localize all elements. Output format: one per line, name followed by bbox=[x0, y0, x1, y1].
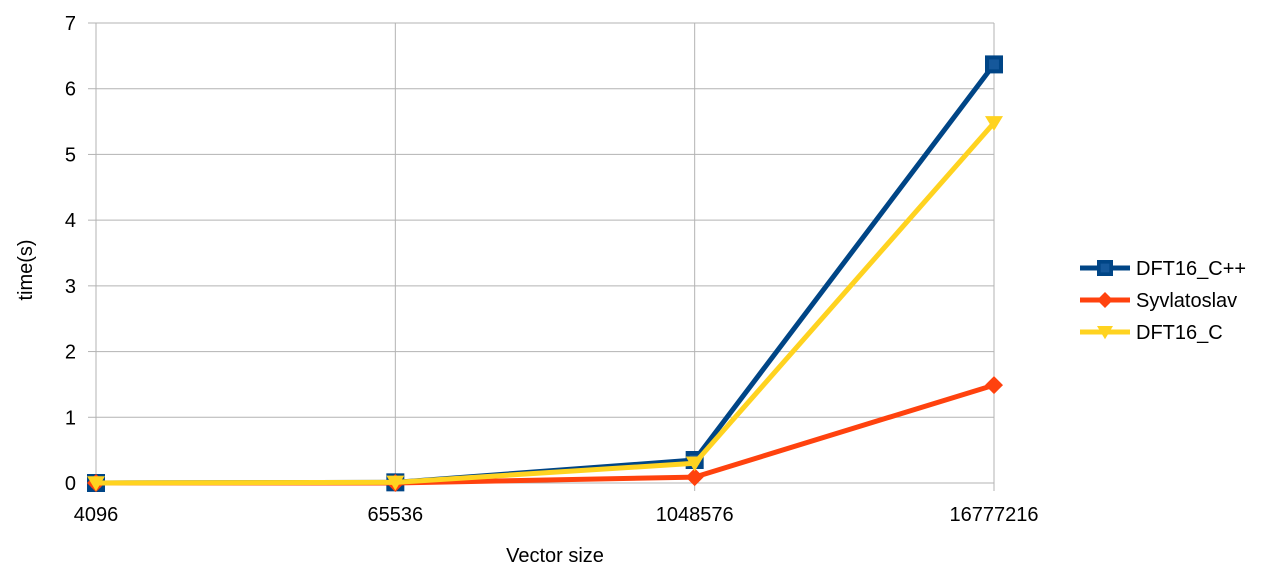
series-2 bbox=[87, 116, 1003, 492]
series-line-1 bbox=[96, 382, 995, 486]
legend-swatch-marker-2 bbox=[1097, 326, 1113, 340]
data-point-2-3 bbox=[985, 116, 1003, 131]
gridlines bbox=[95, 22, 995, 491]
series bbox=[87, 55, 1003, 492]
legend-label-0: DFT16_C++ bbox=[1136, 258, 1246, 280]
legend-entry-2: DFT16_C bbox=[1080, 322, 1223, 344]
data-point-2-0 bbox=[87, 476, 105, 492]
y-tick-label-0: 0 bbox=[65, 473, 76, 495]
legend-label-2: DFT16_C bbox=[1136, 322, 1223, 344]
tick-labels: 0 1 2 3 4 5 6 7 4096 65536 1048576 16777216 bbox=[65, 13, 1039, 526]
y-tick-label-5: 5 bbox=[65, 144, 76, 166]
y-tick-label-1: 1 bbox=[65, 407, 76, 429]
legend-entry-0: DFT16_C++ bbox=[1080, 258, 1246, 280]
legend-entry-1: Syvlatoslav bbox=[1080, 290, 1237, 312]
data-point-2-2 bbox=[685, 456, 704, 472]
data-point-1-2 bbox=[685, 468, 704, 487]
x-tick-label-2: 1048576 bbox=[656, 504, 734, 526]
x-tick-label-0: 4096 bbox=[74, 504, 119, 526]
legend-label-1: Syvlatoslav bbox=[1136, 290, 1237, 312]
x-tick-label-3: 16777216 bbox=[950, 504, 1039, 526]
legend-swatch-marker-0 bbox=[1097, 260, 1113, 276]
data-point-0-3 bbox=[985, 55, 1003, 74]
x-axis-title: Vector size bbox=[506, 545, 604, 566]
y-tick-label-4: 4 bbox=[65, 210, 76, 232]
data-point-2-1 bbox=[386, 475, 405, 491]
y-axis-title: time(s) bbox=[15, 239, 37, 300]
y-tick-label-2: 2 bbox=[65, 342, 76, 364]
data-point-1-3 bbox=[985, 376, 1003, 395]
y-tick-label-3: 3 bbox=[65, 276, 76, 298]
y-tick-label-6: 6 bbox=[65, 79, 76, 101]
series-line-2 bbox=[95, 121, 996, 486]
legend: DFT16_C++ Syvlatoslav DFT16_C bbox=[1080, 258, 1246, 344]
legend-swatch-marker-1 bbox=[1097, 292, 1113, 308]
axes bbox=[88, 22, 96, 484]
y-tick-label-7: 7 bbox=[65, 13, 76, 35]
x-tick-label-1: 65536 bbox=[368, 504, 424, 526]
